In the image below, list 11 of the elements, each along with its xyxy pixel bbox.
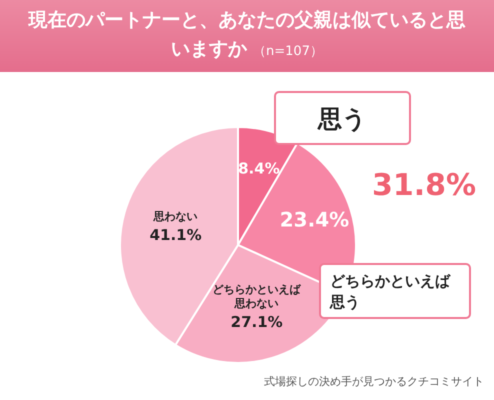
chart-subtitle: （n=107） — [253, 44, 323, 59]
slice-label: どちらかといえば思う — [329, 272, 451, 311]
data-label: 23.4% — [280, 208, 350, 232]
text: 式場探しの決め手が見つかるクチコミサイト — [264, 374, 484, 389]
slice-label: どちらかといえば思わない — [212, 283, 302, 310]
data-label: 41.1% — [150, 226, 202, 244]
text: 31.8% — [372, 168, 476, 203]
data-label: 8.4% — [238, 160, 280, 178]
slice-label: 思う — [317, 105, 367, 133]
data-label: 27.1% — [230, 313, 283, 332]
slice-label: 思わない — [152, 210, 198, 224]
